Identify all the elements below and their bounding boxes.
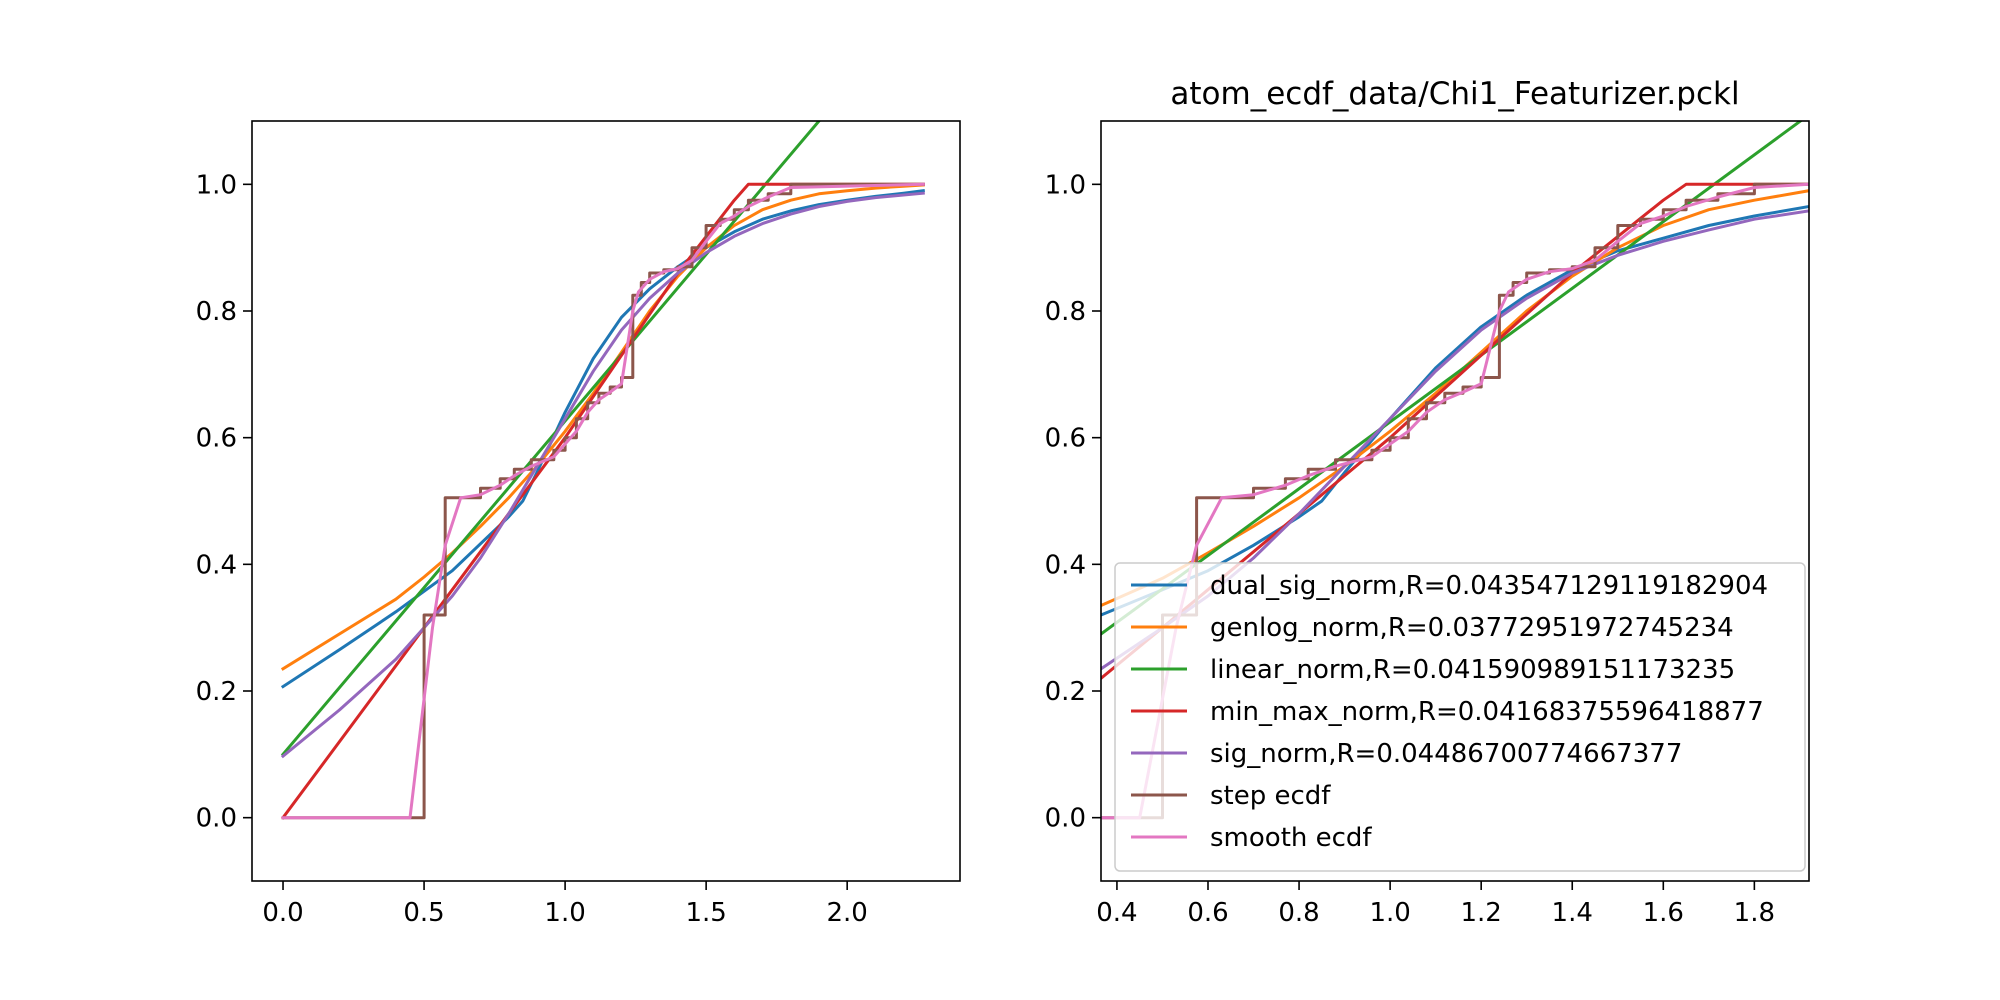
legend-label-2: linear_norm,R=0.041590989151173235 <box>1210 655 1735 685</box>
legend-label-5: step ecdf <box>1210 781 1331 811</box>
right-axis-ticks: 0.4 0.6 0.8 1.0 1.2 1.4 1.6 1.8 0.0 0.2 0.4 0.6 0.8 1… <box>1045 170 1775 928</box>
legend-box <box>1114 562 1806 872</box>
right-chart-panel: atom_ecdf_data/Chi1_Featurizer.pckl 0.4 0… <box>1045 76 1810 928</box>
right-chart-title: atom_ecdf_data/Chi1_Featurizer.pckl <box>1170 76 1739 112</box>
right-y-tick-label: 0.0 <box>1045 804 1086 834</box>
left-y-tick-label: 0.2 <box>196 677 237 707</box>
left-chart-panel: 0.0 0.5 1.0 1.5 2.0 0.0 0.2 0.4 0.6 0.8 1.0 <box>196 120 961 928</box>
left-plot-area <box>280 121 925 820</box>
legend-label-4: sig_norm,R=0.04486700774667377 <box>1210 739 1682 769</box>
right-x-tick-label: 1.8 <box>1734 898 1775 928</box>
right-x-tick-label: 1.6 <box>1643 898 1684 928</box>
right-y-tick-label: 0.6 <box>1045 424 1086 454</box>
right-y-tick-label: 0.8 <box>1045 297 1086 327</box>
right-x-tick-label: 0.4 <box>1096 898 1137 928</box>
left-series-line-4 <box>280 191 925 759</box>
left-y-tick-label: 0.4 <box>196 550 237 580</box>
right-x-tick-label: 1.4 <box>1552 898 1593 928</box>
left-x-tick-label: 0.0 <box>262 898 303 928</box>
right-y-tick-label: 1.0 <box>1045 170 1086 200</box>
legend-label-0: dual_sig_norm,R=0.043547129119182904 <box>1210 571 1768 601</box>
left-series-line-1 <box>280 183 925 671</box>
left-y-tick-label: 1.0 <box>196 170 237 200</box>
legend: dual_sig_norm,R=0.043547129119182904genl… <box>1114 562 1806 872</box>
right-y-tick-label: 0.4 <box>1045 550 1086 580</box>
left-series-line-6 <box>281 182 925 820</box>
left-y-tick-label: 0.8 <box>196 297 237 327</box>
left-x-tick-label: 1.5 <box>685 898 726 928</box>
right-x-tick-label: 0.6 <box>1187 898 1228 928</box>
left-x-tick-label: 1.0 <box>544 898 585 928</box>
left-series-line-2 <box>280 121 821 757</box>
right-x-tick-label: 0.8 <box>1278 898 1319 928</box>
right-series-line-0 <box>1101 204 1809 617</box>
right-plot-area <box>1101 121 1809 820</box>
left-x-tick-label: 2.0 <box>826 898 867 928</box>
right-y-tick-label: 0.2 <box>1045 677 1086 707</box>
left-x-tick-label: 0.5 <box>403 898 444 928</box>
legend-label-1: genlog_norm,R=0.03772951972745234 <box>1210 613 1734 643</box>
left-axes-frame <box>251 120 961 882</box>
left-y-tick-label: 0.0 <box>196 804 237 834</box>
right-x-tick-label: 1.0 <box>1369 898 1410 928</box>
legend-label-3: min_max_norm,R=0.04168375596418877 <box>1210 697 1764 727</box>
legend-label-6: smooth ecdf <box>1210 823 1372 853</box>
right-series-line-6 <box>1101 182 1809 820</box>
left-y-tick-label: 0.6 <box>196 424 237 454</box>
left-series-line-3 <box>280 182 925 820</box>
right-x-tick-label: 1.2 <box>1461 898 1502 928</box>
right-axes-frame <box>1100 120 1810 882</box>
left-axis-ticks: 0.0 0.5 1.0 1.5 2.0 0.0 0.2 0.4 0.6 0.8 1.0 <box>196 170 868 928</box>
